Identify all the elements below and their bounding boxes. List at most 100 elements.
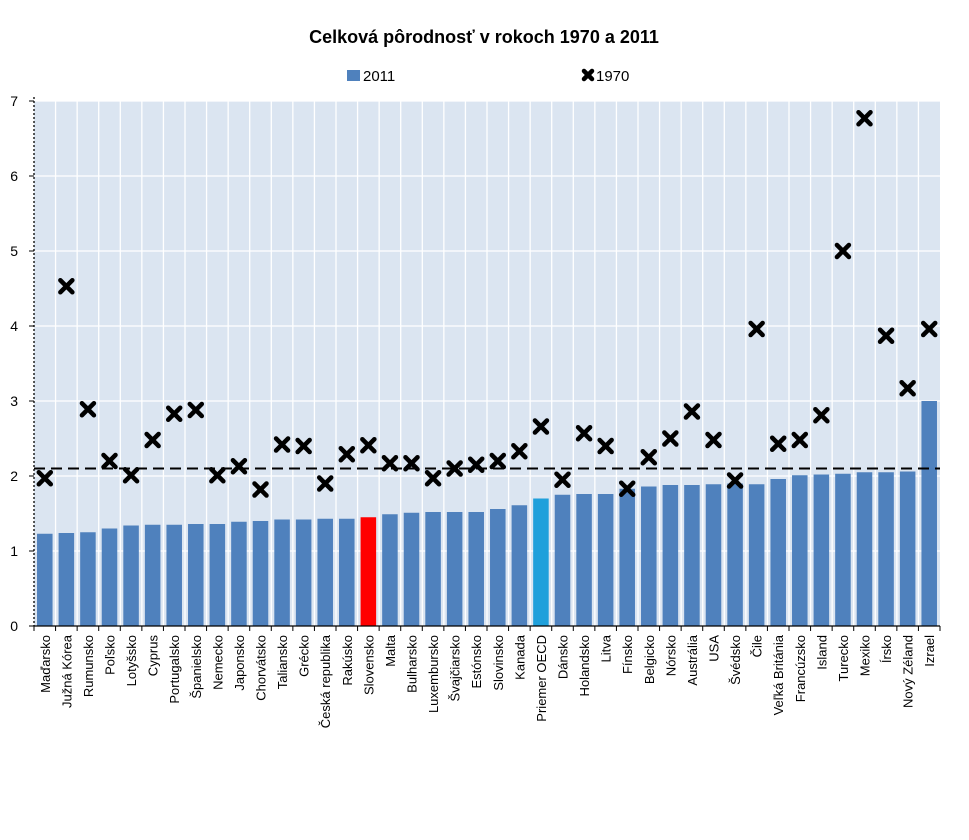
gridlines [34, 100, 940, 626]
x-tick-label-finsko: Fínsko [620, 635, 635, 674]
x-tick-label-svajciarsko: Švajčiarsko [448, 635, 463, 701]
x-tick-label-polsko: Poľsko [103, 635, 118, 675]
x-tick-label-grecko: Grécko [297, 635, 312, 677]
bar-novy-zeland [899, 471, 916, 626]
legend: 2011 1970 [347, 68, 629, 85]
marker-1970-rakusko [338, 446, 356, 463]
x-tick-label-belgicko: Belgicko [642, 635, 657, 684]
x-tick-label-cile: Čile [750, 635, 765, 657]
bar-ceska-republika [317, 518, 333, 626]
bar-luxembursko [425, 512, 441, 626]
marker-1970-usa [705, 431, 722, 449]
x-tick-label-holandsko: Holandsko [577, 635, 592, 696]
x-tick-label-izrael: Izrael [922, 635, 937, 667]
marker-1970-slovinsko [489, 452, 507, 470]
bar-francuzsko [792, 475, 808, 626]
bar-norsko [662, 485, 679, 626]
x-tick-label-taliansko: Taliansko [275, 635, 290, 689]
x-tick-label-mexiko: Mexiko [858, 635, 873, 676]
y-tick-label: 6 [10, 168, 18, 184]
x-tick-label-spanielsko: Španielsko [189, 635, 204, 699]
x-tick-label-kanada: Kanada [512, 634, 527, 680]
marker-1970-turecko [834, 242, 852, 260]
bar-slovinsko [490, 509, 506, 626]
x-tick-label-novy-zeland: Nový Zéland [901, 635, 916, 708]
bar-spanielsko [188, 524, 204, 626]
x-tick-label-irsko: Írsko [879, 635, 894, 663]
x-tick-label-velka-britania: Veľká Británia [771, 634, 786, 715]
x-tick-label-luxembursko: Luxembursko [426, 635, 441, 713]
marker-1970-grecko [295, 437, 312, 455]
bar-japonsko [231, 521, 247, 626]
marker-1970-priemer-oecd [532, 418, 550, 435]
x-tick-label-slovensko: Slovensko [361, 635, 376, 695]
legend-swatch-2011 [347, 70, 360, 81]
x-tick-label-japonsko: Japonsko [232, 635, 247, 691]
bar-svedsko [727, 483, 743, 626]
marker-1970-litva [597, 437, 614, 455]
marker-1970-lotyssko [122, 467, 140, 484]
x-tick-label-usa: USA [707, 635, 722, 662]
marker-1970-francuzsko [791, 431, 809, 449]
y-axis-ticks: 0 1 2 3 4 5 6 7 [10, 93, 34, 634]
legend-label-2011: 2011 [363, 68, 395, 85]
marker-1970-japonsko [230, 458, 248, 475]
x-tick-label-cyprus: Cyprus [146, 635, 161, 677]
bar-cile [748, 484, 765, 626]
y-tick-label: 7 [10, 93, 18, 109]
bar-cyprus [144, 524, 161, 626]
x-tick-label-estonsko: Estónsko [469, 635, 484, 688]
bar-rakusko [339, 518, 355, 626]
bar-grecko [295, 519, 312, 626]
bar-priemer-oecd [533, 498, 549, 626]
marker-1970-bulharsko [403, 455, 420, 472]
bar-irsko [878, 472, 894, 626]
marker-1970-rumunsko [79, 401, 97, 418]
bars-2011 [37, 401, 937, 626]
bar-polsko [101, 528, 118, 626]
marker-1970-taliansko [273, 436, 291, 453]
bar-usa [705, 484, 722, 626]
bar-bulharsko [403, 512, 420, 626]
marker-1970-chorvatsko [252, 481, 269, 498]
bar-kanada [511, 505, 528, 626]
marker-1970-velka-britania [769, 435, 787, 452]
marker-1970-novy-zeland [899, 380, 916, 397]
bar-litva [597, 494, 614, 626]
bar-island [813, 474, 830, 626]
marker-1970-irsko [877, 327, 895, 344]
marker-1970-ceska-republika [316, 475, 334, 492]
bar-finsko [619, 488, 635, 626]
y-tick-label: 4 [10, 318, 18, 334]
bar-izrael [921, 401, 937, 626]
marker-1970-australia [683, 403, 701, 420]
bar-slovensko [360, 517, 377, 626]
x-tick-label-chorvatsko: Chorvátsko [254, 635, 269, 701]
marker-1970-mexiko [856, 110, 873, 127]
y-tick-label: 0 [10, 618, 18, 634]
x-tick-label-priemer-oecd: Priemer OECD [534, 635, 549, 722]
marker-1970-nemecko [209, 467, 226, 484]
x-tick-label-norsko: Nórsko [663, 635, 678, 676]
bar-madarsko [37, 533, 53, 626]
bar-malta [382, 514, 398, 626]
x-tick-label-dansko: Dánsko [556, 635, 571, 679]
x-tick-label-nemecko: Nemecko [210, 635, 225, 690]
x-tick-label-slovinsko: Slovinsko [491, 635, 506, 691]
x-tick-label-francuzsko: Francúzsko [793, 635, 808, 702]
marker-1970-juzna-korea [58, 278, 75, 295]
bar-juzna-korea [58, 533, 75, 626]
x-tick-label-portugalsko: Portugalsko [167, 635, 182, 704]
bar-rumunsko [80, 532, 96, 626]
bar-dansko [554, 494, 571, 626]
marker-1970-kanada [511, 443, 528, 460]
marker-1970-holandsko [575, 425, 593, 442]
bar-lotyssko [123, 525, 139, 626]
bar-holandsko [576, 494, 592, 626]
y-tick-label: 2 [10, 468, 18, 484]
y-tick-label: 3 [10, 393, 18, 409]
marker-1970-norsko [662, 430, 679, 447]
bar-taliansko [274, 519, 290, 626]
legend-label-1970: 1970 [596, 68, 629, 85]
